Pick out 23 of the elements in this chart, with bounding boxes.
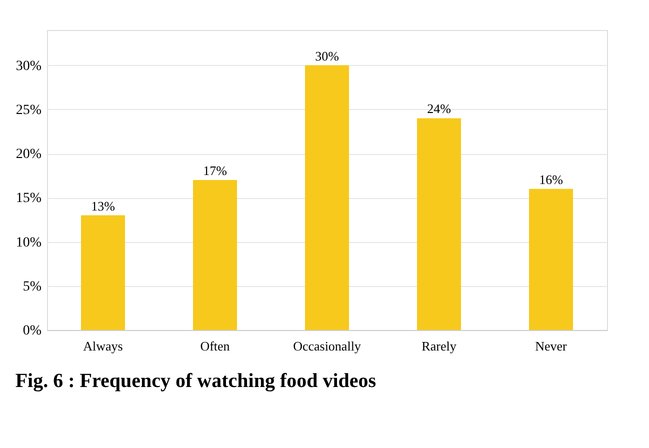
bar bbox=[305, 65, 349, 330]
y-tick-label: 10% bbox=[16, 235, 42, 250]
data-label: 13% bbox=[91, 198, 116, 214]
x-tick-label: Occasionally bbox=[293, 338, 362, 354]
bar bbox=[81, 215, 125, 330]
x-tick-label: Rarely bbox=[422, 338, 457, 354]
data-label: 16% bbox=[539, 172, 564, 187]
data-label: 17% bbox=[203, 163, 228, 178]
x-tick-label: Never bbox=[535, 338, 568, 354]
y-tick-label: 15% bbox=[16, 191, 42, 206]
data-label: 30% bbox=[315, 48, 340, 64]
x-tick-label: Often bbox=[200, 338, 230, 354]
y-tick-label: 5% bbox=[22, 279, 42, 294]
y-tick-label: 20% bbox=[16, 147, 42, 162]
bar bbox=[417, 118, 461, 330]
bar bbox=[529, 188, 573, 330]
x-tick-label: Always bbox=[83, 338, 123, 354]
data-label: 24% bbox=[427, 101, 452, 116]
bar bbox=[193, 180, 237, 330]
text: Fig. 6 : Frequency of watching food videos bbox=[15, 370, 376, 392]
y-tick-label: 0% bbox=[22, 324, 42, 338]
y-tick-label: 30% bbox=[16, 58, 42, 74]
y-tick-label: 25% bbox=[16, 102, 42, 118]
